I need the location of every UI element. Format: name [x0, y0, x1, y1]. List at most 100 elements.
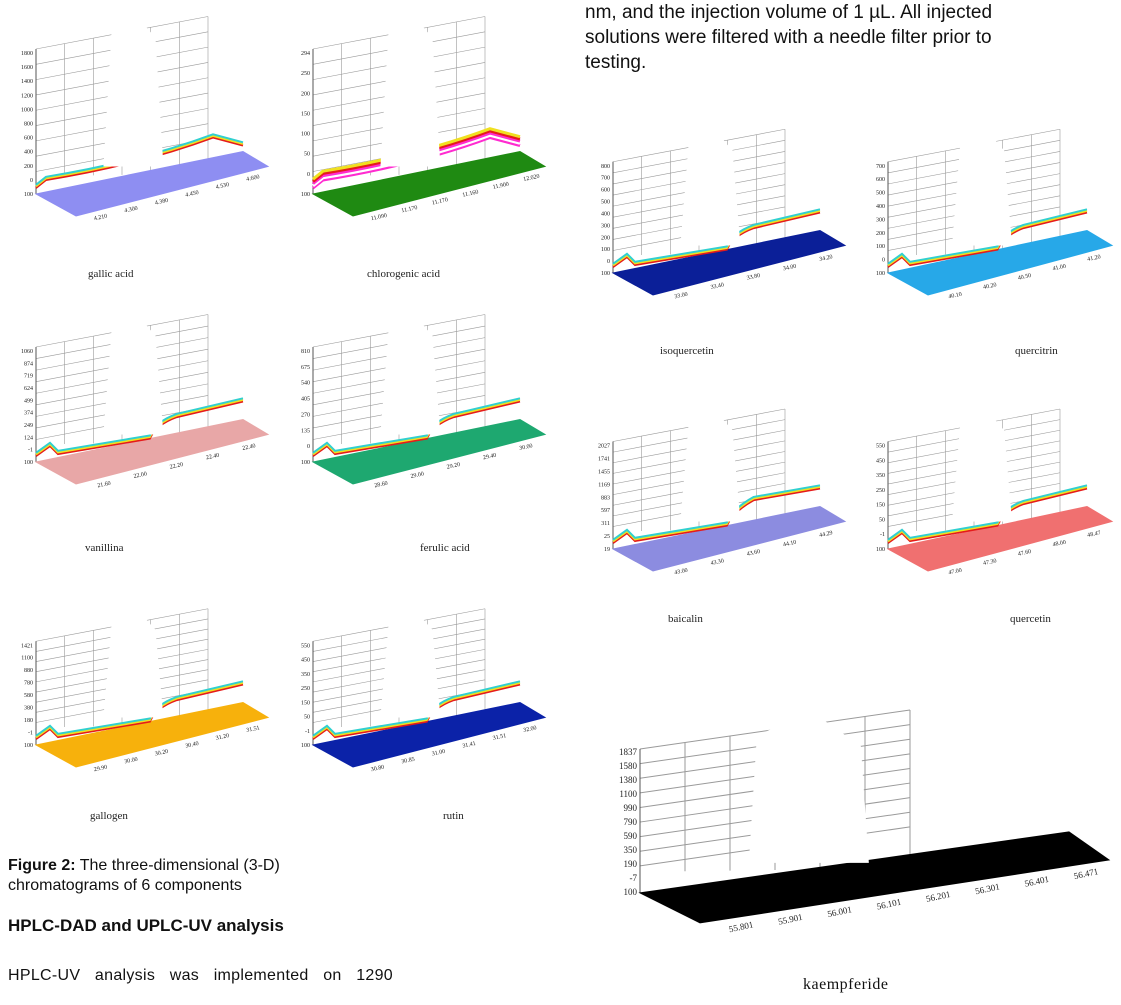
- x-tick-label: 4.380: [154, 198, 168, 207]
- chromatogram-svg: 1800 1600 1400 1200 1000 800 600 400 200 0 100 4.21…: [21, 16, 270, 223]
- x-tick-label: 31.41: [462, 741, 476, 750]
- x-tick-label: 30.20: [154, 749, 168, 758]
- y-tick-label: 100: [601, 247, 610, 253]
- peak-shape: [748, 714, 869, 863]
- y-tick-label: 450: [301, 658, 310, 664]
- x-tick-label: 29.90: [93, 765, 107, 774]
- chromatogram-label: quercitrin: [1015, 345, 1058, 357]
- x-tick-label: 28.60: [374, 481, 388, 490]
- x-tick-label: 30.00: [124, 757, 138, 766]
- x-tick-label: 47.60: [1017, 549, 1031, 558]
- y-tick-label: 0: [607, 259, 610, 265]
- y-tick-label: 600: [601, 188, 610, 194]
- y-tick-label: 624: [24, 386, 33, 392]
- chromatogram-label: isoquercetin: [660, 345, 714, 357]
- y-tick-label: 100: [24, 743, 33, 749]
- x-tick-label: 56.101: [876, 897, 902, 912]
- chromatogram-ferulic: 810 675 540 405 270 135 0 100 28.60 29.00 29.20 29.…: [285, 310, 555, 500]
- y-tick-label: 200: [301, 91, 310, 97]
- y-tick-label: 400: [876, 204, 885, 210]
- y-tick-label: 150: [301, 111, 310, 117]
- chromatogram-plane: [311, 150, 547, 217]
- y-tick-label: 1169: [598, 482, 610, 488]
- y-tick-label: 540: [301, 381, 310, 387]
- chromatogram-svg: 1060 874 719 624 499 374 249 124 -1 100 21.60 22.00…: [21, 314, 270, 489]
- y-tick-label: 1600: [21, 65, 33, 71]
- y-tick-label: 700: [601, 176, 610, 182]
- y-tick-label: 1800: [21, 51, 33, 57]
- x-tick-label: 4.600: [246, 174, 260, 183]
- x-tick-label: 47.30: [983, 558, 997, 567]
- y-tick-label: 597: [601, 508, 610, 514]
- x-tick-label: 32.00: [523, 725, 537, 734]
- x-tick-label: 4.300: [124, 206, 138, 215]
- chromatogram-baicalin: 2027 1741 1455 1169 883 597 311 25 19 43.00 43.30 4…: [585, 405, 855, 585]
- y-tick-label: 600: [24, 136, 33, 142]
- peak-shape: [680, 412, 741, 522]
- text-line: nm, and the injection volume of 1 µL. Al…: [585, 2, 993, 23]
- y-tick-label: 300: [601, 223, 610, 229]
- x-tick-label: 34.20: [819, 254, 833, 263]
- x-tick-label: 56.201: [925, 889, 951, 904]
- x-tick-label: 31.51: [246, 725, 260, 734]
- x-tick-label: 43.00: [674, 568, 688, 577]
- figure-caption-text: The three-dimensional (3-D) chromatogram…: [8, 857, 280, 894]
- peak-shape: [952, 132, 1013, 246]
- section-heading: HPLC-DAD and UPLC-UV analysis: [8, 916, 284, 935]
- x-tick-label: 22.40: [242, 443, 256, 452]
- x-tick-label: 56.401: [1024, 874, 1050, 889]
- x-tick-label: 44.29: [819, 530, 833, 539]
- x-tick-label: 41.20: [1087, 254, 1101, 263]
- chromatogram-svg: 294 250 200 150 100 50 0 100 11.090 11.170 11.170 1…: [301, 16, 547, 222]
- chromatogram-svg: 810 675 540 405 270 135 0 100 28.60 29.00 29.20 29.…: [301, 314, 547, 490]
- y-tick-label: 500: [601, 200, 610, 206]
- y-tick-label: 200: [601, 235, 610, 241]
- y-tick-label: -1: [880, 532, 885, 538]
- chromatogram-plane: [34, 150, 270, 217]
- y-tick-label: 100: [301, 192, 310, 198]
- y-tick-label: 100: [876, 547, 885, 553]
- chromatogram-gallic: 1800 1600 1400 1200 1000 800 600 400 200 0 100 4.21…: [8, 10, 278, 240]
- chromatogram-plane: [886, 229, 1114, 296]
- chromatogram-label: vanillina: [85, 542, 124, 554]
- y-tick-label: 50: [304, 152, 310, 158]
- y-tick-label: 200: [24, 164, 33, 170]
- x-tick-label: 29.00: [410, 471, 424, 480]
- figure-label: Figure 2:: [8, 857, 76, 874]
- x-tick-label: 22.40: [206, 453, 220, 462]
- x-tick-label: 11.900: [492, 182, 509, 191]
- y-tick-label: 200: [876, 231, 885, 237]
- chromatogram-isoquercetin: 800 700 600 500 400 300 200 100 0 100 33.00 33.40 33…: [585, 125, 855, 310]
- x-tick-label: 29.40: [483, 453, 497, 462]
- y-tick-label: 100: [624, 887, 638, 897]
- y-tick-label: 380: [24, 706, 33, 712]
- y-tick-label: 294: [301, 51, 310, 57]
- y-tick-label: 800: [24, 122, 33, 128]
- y-tick-label: 719: [24, 374, 33, 380]
- y-tick-label: 600: [876, 177, 885, 183]
- y-tick-label: 2027: [598, 444, 610, 450]
- chromatogram-svg: 1421 1100 880 780 580 380 180 -1 100 29.90 30.00 30…: [21, 608, 270, 774]
- chromatogram-label: gallogen: [90, 810, 128, 822]
- y-tick-label: 1455: [598, 469, 610, 475]
- y-tick-label: 250: [876, 488, 885, 494]
- y-tick-label: 700: [876, 164, 885, 170]
- x-tick-label: 44.10: [783, 540, 797, 549]
- x-tick-label: 22.20: [169, 462, 183, 471]
- x-tick-label: 30.00: [519, 443, 533, 452]
- text-line: testing.: [585, 52, 647, 73]
- chromatogram-svg: 700 600 500 400 300 200 100 0 100 40.10 40.20 40.50…: [876, 128, 1114, 300]
- y-tick-label: 190: [624, 859, 638, 869]
- x-tick-label: 4.210: [93, 214, 107, 223]
- x-tick-label: 41.00: [1052, 264, 1066, 273]
- chromatogram-plane: [886, 505, 1114, 572]
- y-tick-label: 0: [30, 178, 33, 184]
- y-tick-label: 400: [601, 211, 610, 217]
- peak-shape: [952, 412, 1013, 522]
- x-tick-label: 4.450: [185, 190, 199, 199]
- y-tick-label: 100: [24, 460, 33, 466]
- x-tick-label: 31.20: [215, 733, 229, 742]
- chromatogram-plane: [34, 418, 270, 485]
- y-tick-label: 350: [876, 473, 885, 479]
- y-tick-label: 300: [876, 217, 885, 223]
